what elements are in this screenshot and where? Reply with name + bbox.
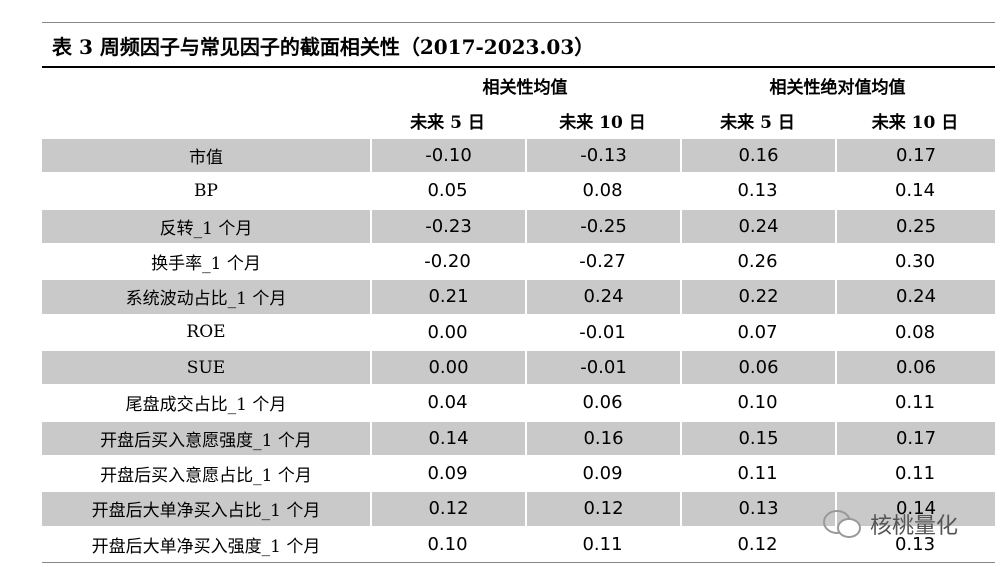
group-header: 相关性绝对值均值 (769, 77, 906, 98)
cell-value: 0.13 (680, 491, 835, 527)
cell-value: 0.08 (894, 321, 936, 343)
cell-value: 0.26 (737, 251, 778, 273)
cell-value: 0.06 (582, 392, 623, 414)
cell-value: 0.00 (370, 350, 525, 386)
cell-value: -0.23 (370, 208, 525, 244)
row-label: BP (194, 180, 218, 201)
cell-value: -0.20 (424, 251, 471, 273)
row-label: 反转_1 个月 (42, 208, 370, 244)
row-label: 尾盘成交占比_1 个月 (125, 395, 287, 416)
cell-value: 0.13 (737, 180, 778, 202)
cell-value: -0.01 (579, 321, 626, 343)
cell-value: 0.12 (525, 491, 680, 527)
sub-header: 未来 5 日 (720, 112, 795, 133)
cell-value: 0.21 (370, 279, 525, 315)
cell-value: 0.24 (680, 208, 835, 244)
title-rule (42, 66, 995, 68)
cell-value: 0.30 (894, 251, 936, 273)
row-label: 市值 (42, 138, 370, 174)
cell-value: 0.09 (582, 463, 623, 485)
cell-value: -0.25 (525, 208, 680, 244)
group-header: 相关性均值 (482, 77, 568, 98)
cell-value: 0.11 (737, 463, 778, 485)
cell-value: 0.15 (680, 420, 835, 456)
row-label: SUE (42, 350, 370, 386)
row-label: 开盘后大单净买入强度_1 个月 (91, 536, 321, 557)
cell-value: 0.14 (894, 180, 936, 202)
watermark-icon (823, 510, 861, 538)
cell-value: 0.13 (894, 533, 936, 555)
cell-value: 0.08 (582, 180, 623, 202)
cell-value: -0.13 (525, 138, 680, 174)
cell-value: 0.24 (525, 279, 680, 315)
cell-value: 0.00 (427, 321, 468, 343)
cell-value: 0.09 (427, 463, 468, 485)
title: 表 3 周频因子与常见因子的截面相关性（2017-2023.03） (52, 35, 595, 59)
cell-value: 0.12 (737, 533, 778, 555)
top-rule (42, 22, 995, 23)
row-label: 系统波动占比_1 个月 (42, 279, 370, 315)
cell-value: 0.17 (835, 420, 995, 456)
cell-value: 0.14 (835, 491, 995, 527)
cell-value: 0.14 (370, 420, 525, 456)
row-label: 开盘后大单净买入占比_1 个月 (42, 491, 370, 527)
cell-value: 0.04 (427, 392, 468, 414)
cell-value: 0.10 (737, 392, 778, 414)
row-label: 换手率_1 个月 (151, 254, 261, 275)
cell-value: 0.17 (835, 138, 995, 174)
cell-value: -0.01 (525, 350, 680, 386)
cell-value: 0.25 (835, 208, 995, 244)
cell-value: -0.27 (579, 251, 626, 273)
cell-value: 0.05 (427, 180, 468, 202)
watermark: 核桃量化 (822, 508, 958, 540)
cell-value: 0.16 (525, 420, 680, 456)
sub-header: 未来 10 日 (871, 112, 959, 133)
cell-value: 0.06 (835, 350, 995, 386)
cell-value: 0.11 (894, 392, 936, 414)
row-label: 开盘后买入意愿占比_1 个月 (100, 466, 312, 487)
watermark-text: 核桃量化 (870, 514, 959, 539)
sub-header: 未来 5 日 (410, 112, 485, 133)
cell-value: 0.10 (427, 533, 468, 555)
cell-value: 0.07 (737, 321, 778, 343)
row-label: ROE (186, 322, 226, 343)
cell-value: 0.16 (680, 138, 835, 174)
cell-value: 0.12 (370, 491, 525, 527)
row-label: 开盘后买入意愿强度_1 个月 (42, 420, 370, 456)
cell-value: 0.22 (680, 279, 835, 315)
cell-value: 0.06 (680, 350, 835, 386)
cell-value: 0.24 (835, 279, 995, 315)
cell-value: -0.10 (370, 138, 525, 174)
sub-header: 未来 10 日 (559, 112, 646, 133)
cell-value: 0.11 (894, 463, 936, 485)
cell-value: 0.11 (582, 533, 623, 555)
bottom-rule (42, 562, 995, 563)
